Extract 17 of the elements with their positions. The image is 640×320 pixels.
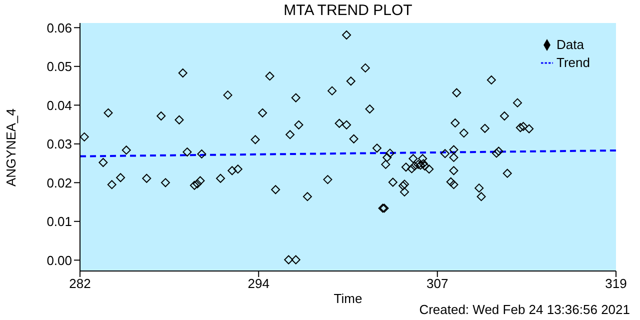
x-tick-label: 294 bbox=[248, 276, 270, 292]
x-axis-title: Time bbox=[334, 291, 362, 306]
y-tick-label: 0.01 bbox=[46, 214, 72, 230]
y-tick-label: 0.03 bbox=[46, 136, 72, 152]
x-tick-label: 307 bbox=[426, 276, 448, 292]
x-tick-label: 282 bbox=[69, 276, 91, 292]
y-tick-label: 0.06 bbox=[46, 20, 72, 36]
chart-title: MTA TREND PLOT bbox=[282, 2, 414, 19]
text: Created: Wed Feb 24 13:36:56 2021 bbox=[419, 302, 630, 317]
y-tick-label: 0.05 bbox=[46, 59, 72, 74]
y-tick-label: 0.04 bbox=[46, 98, 72, 113]
legend-label: Trend bbox=[556, 55, 590, 70]
y-tick-label: 0.00 bbox=[46, 252, 72, 268]
legend-label: Data bbox=[556, 37, 584, 52]
y-tick-label: 0.02 bbox=[46, 175, 72, 190]
x-tick-label: 319 bbox=[605, 276, 627, 292]
y-axis-title: ANGYNEA_4 bbox=[4, 108, 19, 186]
